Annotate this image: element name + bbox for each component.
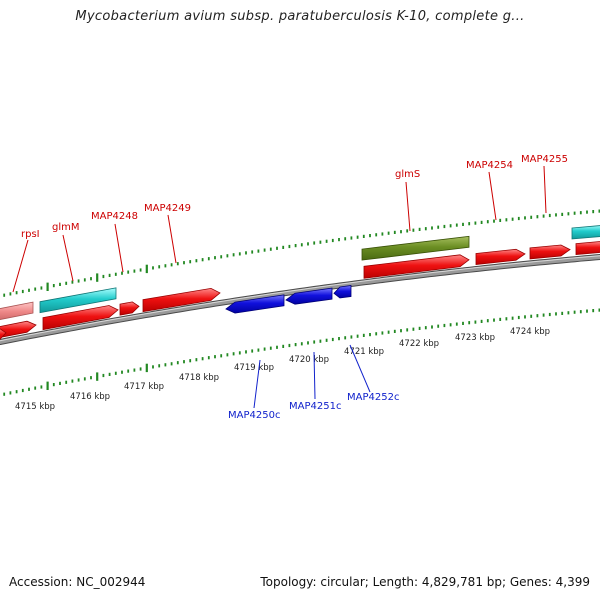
backbone-highlight bbox=[0, 255, 600, 342]
forward-gene-label: MAP4255 bbox=[521, 154, 568, 165]
ruler-tick-label: 4715 kbp bbox=[15, 402, 55, 412]
forward-gene-arrow bbox=[529, 244, 571, 260]
forward-gene-label: MAP4254 bbox=[466, 160, 513, 171]
gene-label-leader bbox=[253, 359, 261, 409]
reverse-gene-label: MAP4250c bbox=[228, 410, 280, 421]
reverse-gene-arrow bbox=[285, 287, 333, 305]
ruler-tick-label: 4718 kbp bbox=[179, 373, 219, 383]
forward-gene-label: rpsI bbox=[21, 229, 40, 240]
forward-gene-arrow bbox=[142, 287, 221, 313]
olive-feature-bar bbox=[361, 235, 470, 261]
forward-gene-arrow bbox=[42, 305, 119, 331]
genome-summary-text: Topology: circular; Length: 4,829,781 bp… bbox=[260, 575, 590, 589]
gene-label-leader bbox=[543, 165, 547, 214]
gene-label-leader bbox=[313, 351, 316, 400]
gene-label-leader bbox=[488, 171, 497, 221]
forward-gene-label: glmM bbox=[52, 222, 80, 233]
map-title: Mycobacterium avium subsp. paratuberculo… bbox=[75, 9, 525, 24]
ruler-tick-label: 4716 kbp bbox=[70, 392, 110, 402]
forward-gene-arrow bbox=[575, 241, 600, 256]
forward-gene-arrow bbox=[0, 320, 37, 338]
forward-gene-arrow bbox=[119, 301, 140, 316]
gene-label-leader bbox=[349, 344, 371, 393]
backbone bbox=[0, 254, 600, 345]
ruler-tick-label: 4723 kbp bbox=[455, 333, 495, 343]
reverse-gene-arrow bbox=[333, 285, 352, 299]
gene-label-leader bbox=[167, 214, 177, 264]
gene-label-leader bbox=[114, 223, 124, 273]
forward-gene-label: MAP4249 bbox=[144, 203, 191, 214]
gene-label-leader bbox=[12, 239, 29, 293]
accession-text: Accession: NC_002944 bbox=[9, 575, 146, 589]
gene-label-leader bbox=[62, 234, 74, 282]
ruler-tick-label: 4719 kbp bbox=[234, 363, 274, 373]
forward-gene-label: MAP4248 bbox=[91, 211, 138, 222]
cyan-feature-bar bbox=[571, 225, 600, 240]
reverse-gene-label: MAP4251c bbox=[289, 401, 341, 412]
forward-gene-arrow bbox=[475, 248, 526, 265]
reverse-gene-label: MAP4252c bbox=[347, 392, 399, 403]
ruler-tick-label: 4720 kbp bbox=[289, 355, 329, 365]
ruler-tick-label: 4721 kbp bbox=[344, 347, 384, 357]
pink-feature-bar bbox=[0, 301, 34, 320]
forward-gene-label: glmS bbox=[395, 169, 420, 180]
ruler-tick-label: 4717 kbp bbox=[124, 382, 164, 392]
gene-label-leader bbox=[405, 181, 411, 232]
ruler-tick-label: 4722 kbp bbox=[399, 339, 439, 349]
cyan-feature-bar bbox=[39, 287, 117, 314]
ruler-tick-label: 4724 kbp bbox=[510, 327, 550, 337]
forward-gene-arrow bbox=[363, 254, 470, 279]
forward-gene-arrow bbox=[0, 328, 7, 340]
reverse-gene-arrow bbox=[225, 294, 285, 314]
